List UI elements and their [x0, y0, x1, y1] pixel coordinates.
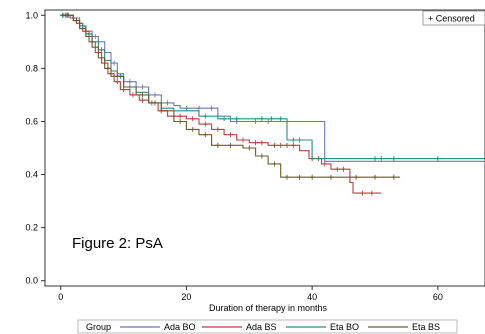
censor-mark-ada-bo — [153, 92, 158, 97]
censor-mark-ada-bs — [121, 87, 126, 92]
censor-mark-eta-bo — [435, 156, 440, 161]
censor-mark-ada-bs — [285, 143, 290, 148]
censor-mark-ada-bs — [253, 140, 258, 145]
censor-mark-ada-bs — [278, 143, 283, 148]
censor-mark-eta-bo — [222, 116, 227, 121]
censor-mark-ada-bs — [341, 167, 346, 172]
censor-mark-ada-bo — [197, 106, 202, 111]
censored-legend-text: + Censored — [428, 14, 475, 24]
figure-annotation: Figure 2: PsA — [72, 235, 163, 252]
censor-mark-eta-bs — [247, 146, 252, 151]
x-tick-label: 0 — [58, 292, 63, 302]
censor-mark-eta-bo — [291, 138, 296, 143]
censor-mark-eta-bs — [228, 143, 233, 148]
legend-title: Group — [86, 322, 111, 332]
censor-mark-eta-bo — [373, 156, 378, 161]
censor-mark-eta-bs — [115, 74, 120, 79]
censor-mark-eta-bo — [259, 116, 264, 121]
legend-label-eta-bo: Eta BO — [330, 322, 359, 332]
censor-mark-eta-bo — [297, 138, 302, 143]
censor-mark-ada-bs — [115, 79, 120, 84]
censor-mark-eta-bs — [285, 175, 290, 180]
y-tick-label: 1.0 — [25, 10, 38, 20]
censor-mark-ada-bo — [209, 106, 214, 111]
legend: Group Ada BO Ada BS Eta BO Eta BS — [78, 320, 457, 333]
series-ada-bs — [61, 13, 382, 196]
legend-label-eta-bs: Eta BS — [412, 322, 440, 332]
series-eta-bs — [61, 13, 400, 180]
censor-mark-eta-bs — [178, 119, 183, 124]
x-tick-label: 40 — [307, 292, 317, 302]
censor-mark-ada-bo — [112, 61, 117, 66]
series-line-ada-bs — [61, 15, 382, 193]
censor-mark-eta-bs — [373, 175, 378, 180]
x-axis: 0 20 40 60 — [58, 286, 443, 302]
censor-mark-eta-bo — [379, 156, 384, 161]
x-tick-label: 60 — [433, 292, 443, 302]
censor-mark-eta-bo — [203, 114, 208, 119]
censor-mark-ada-bs — [203, 122, 208, 127]
censor-mark-ada-bo — [127, 79, 132, 84]
y-tick-label: 0.0 — [25, 276, 38, 286]
censor-mark-ada-bo — [184, 106, 189, 111]
censor-mark-eta-bo — [234, 116, 239, 121]
censor-mark-ada-bs — [241, 138, 246, 143]
censor-mark-eta-bo — [278, 116, 283, 121]
censor-mark-eta-bs — [354, 175, 359, 180]
censor-mark-ada-bs — [215, 127, 220, 132]
censor-mark-ada-bs — [322, 161, 327, 166]
censor-mark-eta-bs — [140, 92, 145, 97]
censor-mark-ada-bs — [228, 132, 233, 137]
censor-mark-eta-bo — [269, 116, 274, 121]
censor-mark-eta-bs — [153, 100, 158, 105]
series-line-ada-bo — [61, 15, 485, 161]
censor-mark-ada-bo — [140, 84, 145, 89]
censor-mark-eta-bs — [310, 175, 315, 180]
censor-mark-ada-bs — [131, 92, 136, 97]
censor-mark-ada-bo — [253, 119, 258, 124]
series-layer — [60, 13, 485, 196]
censor-mark-ada-bs — [140, 98, 145, 103]
censor-mark-ada-bs — [178, 114, 183, 119]
censor-mark-eta-bs — [65, 13, 70, 18]
x-tick-label: 20 — [181, 292, 191, 302]
censor-mark-eta-bs — [203, 132, 208, 137]
censor-mark-ada-bs — [360, 191, 365, 196]
series-line-eta-bs — [61, 15, 400, 177]
censor-mark-ada-bo — [266, 119, 271, 124]
censor-mark-eta-bs — [190, 127, 195, 132]
y-tick-label: 0.4 — [25, 170, 38, 180]
censor-mark-ada-bo — [93, 34, 98, 39]
censor-mark-ada-bs — [190, 116, 195, 121]
censored-legend: + Censored — [423, 11, 485, 25]
legend-label-ada-bs: Ada BS — [246, 322, 277, 332]
censor-mark-eta-bs — [74, 18, 79, 23]
censor-mark-ada-bs — [369, 191, 374, 196]
censor-mark-ada-bs — [291, 143, 296, 148]
censor-mark-eta-bs — [105, 66, 110, 71]
censor-mark-eta-bs — [259, 153, 264, 158]
censor-mark-ada-bs — [335, 167, 340, 172]
legend-label-ada-bo: Ada BO — [164, 322, 196, 332]
censor-mark-eta-bs — [297, 175, 302, 180]
censor-mark-eta-bs — [215, 143, 220, 148]
y-tick-label: 0.6 — [25, 116, 38, 126]
y-tick-label: 0.2 — [25, 223, 38, 233]
censor-mark-ada-bs — [259, 140, 264, 145]
censor-mark-eta-bs — [272, 161, 277, 166]
y-tick-label: 0.8 — [25, 63, 38, 73]
censor-mark-eta-bo — [80, 23, 85, 28]
censor-mark-eta-bs — [329, 175, 334, 180]
censor-mark-ada-bs — [272, 143, 277, 148]
censor-mark-ada-bo — [165, 100, 170, 105]
censor-mark-eta-bo — [391, 156, 396, 161]
y-axis: 0.0 0.2 0.4 0.6 0.8 1.0 — [25, 10, 45, 285]
censor-mark-eta-bs — [87, 34, 92, 39]
censor-mark-eta-bs — [391, 175, 396, 180]
x-axis-title: Duration of therapy in months — [209, 303, 328, 313]
censor-mark-eta-bo — [99, 47, 104, 52]
